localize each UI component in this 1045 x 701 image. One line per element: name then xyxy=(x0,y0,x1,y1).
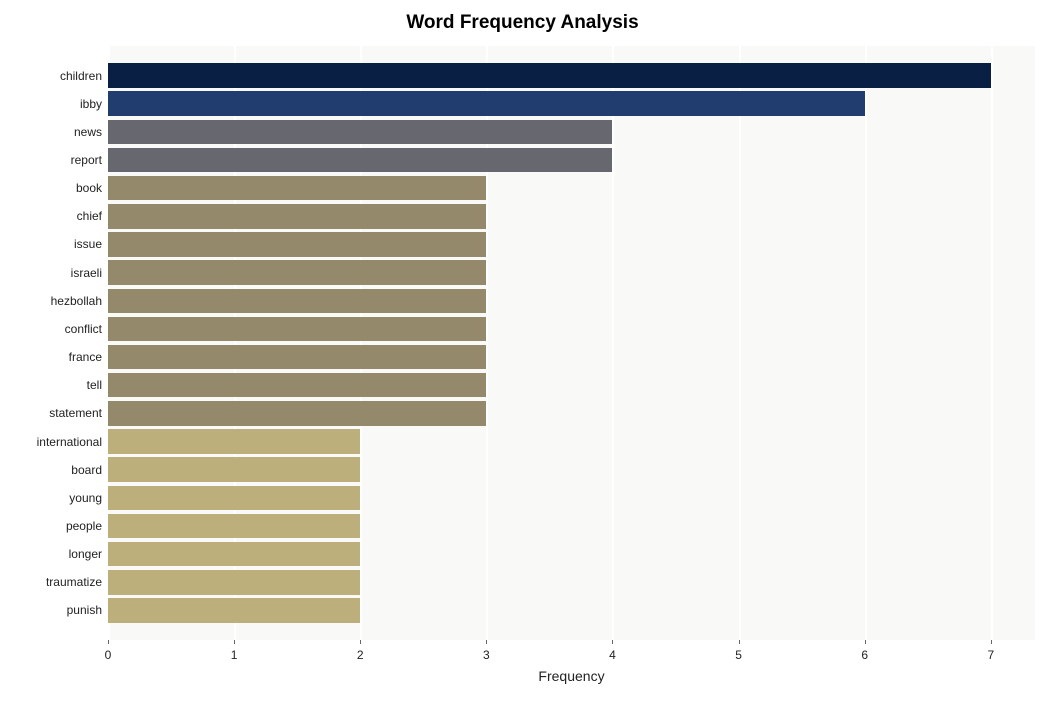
gridline xyxy=(612,46,614,640)
x-tick-mark xyxy=(739,640,740,644)
bar xyxy=(108,486,360,510)
x-tick-mark xyxy=(234,640,235,644)
x-tick-mark xyxy=(360,640,361,644)
y-tick-label: chief xyxy=(77,209,102,223)
x-tick-mark xyxy=(865,640,866,644)
bar xyxy=(108,317,486,341)
x-tick-mark xyxy=(108,640,109,644)
bar xyxy=(108,91,865,115)
bar xyxy=(108,120,612,144)
chart-container: Word Frequency Analysis Frequency 0 1 2 3 4 5… xyxy=(0,0,1045,701)
bar xyxy=(108,401,486,425)
y-tick-label: report xyxy=(71,153,102,167)
gridline xyxy=(865,46,867,640)
y-tick-label: france xyxy=(69,350,102,364)
y-tick-label: israeli xyxy=(71,266,102,280)
x-tick-mark xyxy=(486,640,487,644)
x-tick-mark xyxy=(612,640,613,644)
y-tick-label: people xyxy=(66,519,102,533)
bar xyxy=(108,373,486,397)
y-tick-label: tell xyxy=(87,378,102,392)
bar xyxy=(108,260,486,284)
bar xyxy=(108,204,486,228)
y-tick-label: issue xyxy=(74,237,102,251)
y-tick-label: traumatize xyxy=(46,575,102,589)
bar xyxy=(108,345,486,369)
x-tick-label: 7 xyxy=(988,648,995,662)
y-tick-label: punish xyxy=(67,603,102,617)
y-tick-label: international xyxy=(37,435,102,449)
chart-title: Word Frequency Analysis xyxy=(0,12,1045,34)
y-tick-label: children xyxy=(60,69,102,83)
x-tick-label: 5 xyxy=(735,648,742,662)
y-tick-label: longer xyxy=(69,547,102,561)
y-tick-label: conflict xyxy=(65,322,102,336)
gridline xyxy=(991,46,993,640)
bar xyxy=(108,457,360,481)
y-tick-label: board xyxy=(71,463,102,477)
bar xyxy=(108,176,486,200)
bar xyxy=(108,598,360,622)
y-tick-label: news xyxy=(74,125,102,139)
x-tick-label: 2 xyxy=(357,648,364,662)
y-tick-label: hezbollah xyxy=(51,294,102,308)
bar xyxy=(108,429,360,453)
gridline xyxy=(739,46,741,640)
bar xyxy=(108,63,991,87)
bar xyxy=(108,570,360,594)
bar xyxy=(108,514,360,538)
y-tick-label: young xyxy=(69,491,102,505)
bar xyxy=(108,232,486,256)
x-tick-label: 4 xyxy=(609,648,616,662)
x-axis-title: Frequency xyxy=(108,668,1035,684)
bar xyxy=(108,542,360,566)
bar xyxy=(108,289,486,313)
y-tick-label: book xyxy=(76,181,102,195)
y-tick-label: ibby xyxy=(80,97,102,111)
x-tick-label: 6 xyxy=(861,648,868,662)
y-tick-label: statement xyxy=(49,406,102,420)
x-tick-label: 1 xyxy=(231,648,238,662)
plot-area xyxy=(108,46,1035,640)
bar xyxy=(108,148,612,172)
x-tick-label: 0 xyxy=(105,648,112,662)
x-tick-label: 3 xyxy=(483,648,490,662)
x-tick-mark xyxy=(991,640,992,644)
